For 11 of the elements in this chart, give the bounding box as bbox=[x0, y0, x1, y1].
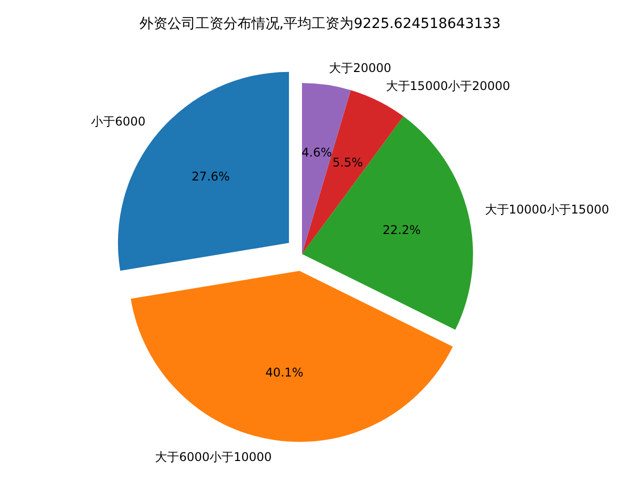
data-label: 22.2% bbox=[382, 222, 421, 237]
slice-label: 小于6000 bbox=[91, 114, 146, 128]
data-label: 5.5% bbox=[332, 155, 363, 170]
data-label: 4.6% bbox=[302, 146, 332, 160]
data-label: 40.1% bbox=[265, 366, 304, 380]
chart-title: 外资公司工资分布情况,平均工资为9225.624518643133 bbox=[139, 16, 501, 32]
slice-label: 大于15000小于20000 bbox=[386, 78, 510, 93]
slice-label: 大于20000 bbox=[329, 61, 392, 76]
slice-label: 大于6000小于10000 bbox=[155, 450, 272, 464]
slice-label: 大于10000小于15000 bbox=[484, 202, 610, 217]
data-label: 27.6% bbox=[192, 170, 230, 184]
